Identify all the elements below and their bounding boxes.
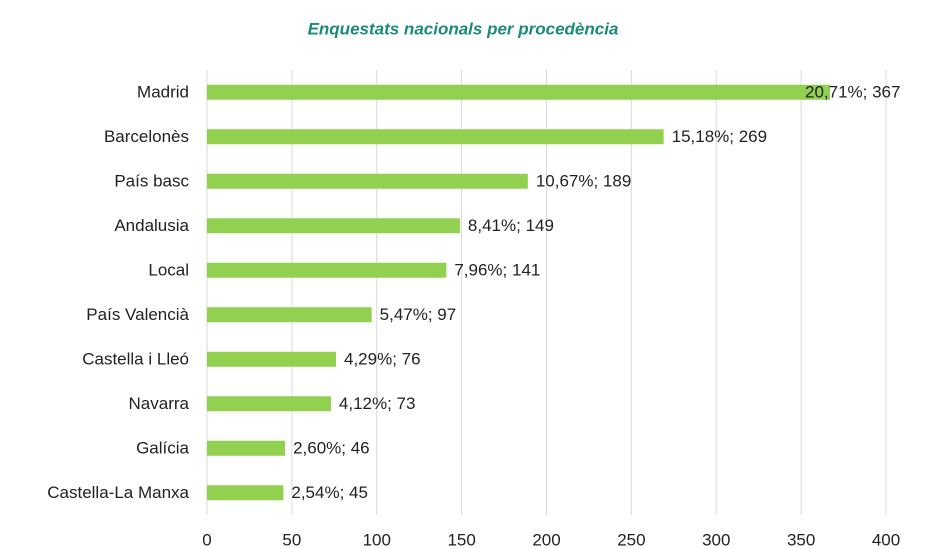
x-tick-label: 200 (532, 530, 560, 549)
y-tick-label: Andalusia (114, 216, 189, 235)
y-tick-label: Navarra (129, 394, 190, 413)
bar (207, 129, 664, 145)
x-tick-label: 250 (617, 530, 645, 549)
data-label: 10,67%; 189 (536, 172, 631, 191)
bar (207, 351, 337, 367)
y-tick-label: Castella i Lleó (82, 350, 189, 369)
y-tick-label: Local (148, 261, 189, 280)
y-tick-label: País basc (114, 172, 189, 191)
bar (207, 173, 528, 189)
data-label: 15,18%; 269 (672, 127, 767, 146)
data-label: 8,41%; 149 (468, 216, 554, 235)
chart-title: Enquestats nacionals per procedència (308, 19, 619, 38)
bar (207, 440, 286, 456)
y-tick-label: Galícia (136, 439, 189, 458)
bar (207, 84, 830, 100)
data-label: 5,47%; 97 (380, 305, 457, 324)
bar (207, 218, 460, 234)
data-label: 2,60%; 46 (293, 439, 370, 458)
x-tick-label: 350 (787, 530, 815, 549)
y-tick-label: Madrid (137, 83, 189, 102)
bar (207, 396, 331, 412)
data-label: 7,96%; 141 (454, 261, 540, 280)
x-tick-label: 300 (702, 530, 730, 549)
bar (207, 307, 372, 323)
x-tick-label: 0 (202, 530, 211, 549)
x-tick-label: 150 (447, 530, 475, 549)
bar (207, 485, 284, 501)
x-tick-label: 100 (363, 530, 391, 549)
bar (207, 262, 447, 278)
x-tick-label: 400 (872, 530, 900, 549)
data-label: 20,71%; 367 (805, 83, 900, 102)
y-tick-label: Castella-La Manxa (47, 483, 189, 502)
y-tick-label: Barcelonès (104, 127, 189, 146)
data-label: 2,54%; 45 (291, 483, 368, 502)
x-tick-label: 50 (282, 530, 301, 549)
data-label: 4,12%; 73 (339, 394, 416, 413)
data-label: 4,29%; 76 (344, 350, 421, 369)
y-tick-label: País Valencià (86, 305, 189, 324)
